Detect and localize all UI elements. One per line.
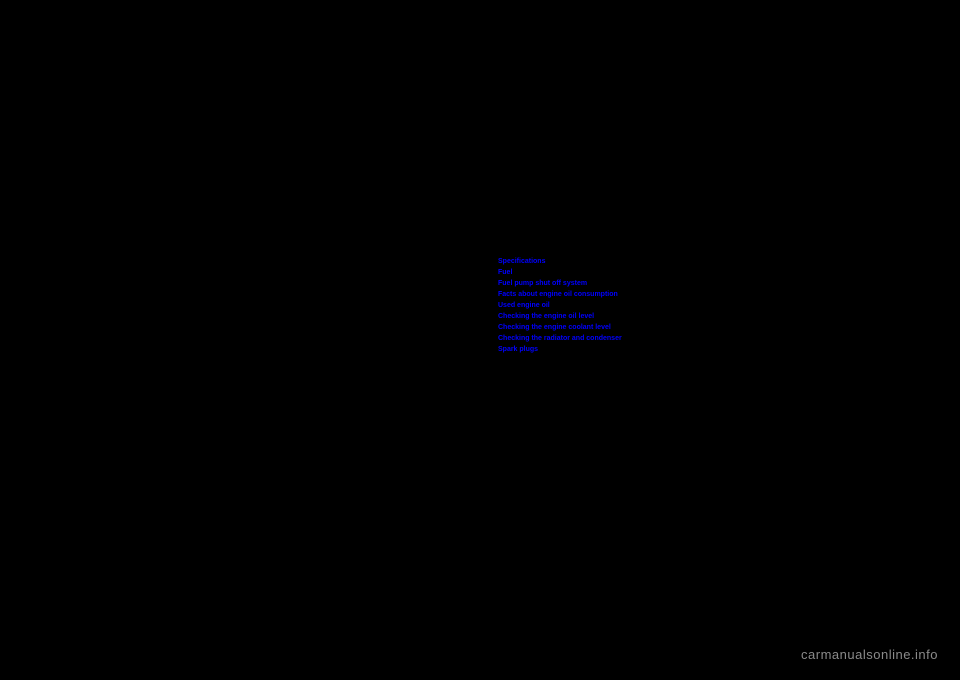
toc-link[interactable]: Checking the engine coolant level xyxy=(498,322,622,333)
toc-link[interactable]: Fuel xyxy=(498,267,622,278)
toc-link[interactable]: Facts about engine oil consumption xyxy=(498,289,622,300)
toc-link[interactable]: Used engine oil xyxy=(498,300,622,311)
toc-link[interactable]: Checking the engine oil level xyxy=(498,311,622,322)
table-of-contents: Specifications Fuel Fuel pump shut off s… xyxy=(498,256,622,355)
toc-link[interactable]: Checking the radiator and condenser xyxy=(498,333,622,344)
toc-link[interactable]: Fuel pump shut off system xyxy=(498,278,622,289)
watermark-text: carmanualsonline.info xyxy=(801,647,938,662)
toc-link[interactable]: Spark plugs xyxy=(498,344,622,355)
toc-link[interactable]: Specifications xyxy=(498,256,622,267)
